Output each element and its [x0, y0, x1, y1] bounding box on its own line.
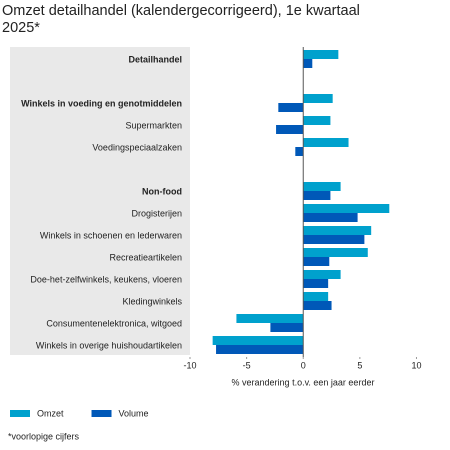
bar	[236, 314, 304, 323]
category-label: Winkels in overige huishoudartikelen	[36, 340, 182, 350]
category-label: Kledingwinkels	[122, 296, 182, 306]
bar	[303, 292, 329, 301]
x-tick-label: -10	[183, 360, 196, 370]
bar	[216, 345, 304, 354]
category-label: Consumentenelektronica, witgoed	[46, 318, 182, 328]
bar	[303, 191, 331, 200]
x-tick-label: 0	[301, 360, 306, 370]
bar	[303, 257, 330, 266]
x-tick-label: 10	[411, 360, 421, 370]
category-label: Detailhandel	[128, 54, 182, 64]
bar	[303, 270, 341, 279]
bar	[303, 279, 329, 288]
legend-swatch	[10, 410, 30, 417]
category-label: Supermarkten	[125, 120, 182, 130]
label-panel	[10, 47, 190, 355]
bar	[276, 125, 304, 134]
category-label: Non-food	[142, 186, 182, 196]
bar	[303, 204, 390, 213]
category-label: Drogisterijen	[131, 208, 182, 218]
legend-label: Omzet	[37, 408, 64, 418]
footnote: *voorlopige cijfers	[8, 431, 80, 441]
category-label: Winkels in voeding en genotmiddelen	[21, 98, 182, 108]
bar	[303, 213, 358, 222]
bar	[303, 94, 333, 103]
x-tick-label: 5	[357, 360, 362, 370]
category-label: Voedingspeciaalzaken	[92, 142, 182, 152]
bar	[303, 226, 372, 235]
x-tick-label: -5	[243, 360, 251, 370]
bar	[303, 182, 341, 191]
bar	[270, 323, 304, 332]
bar	[295, 147, 304, 156]
bar	[303, 59, 313, 68]
bar	[303, 138, 349, 147]
category-label: Recreatieartikelen	[109, 252, 182, 262]
category-label: Winkels in schoenen en lederwaren	[40, 230, 182, 240]
chart-title: Omzet detailhandel (kalendergecorrigeerd…	[2, 3, 360, 36]
legend-swatch	[91, 410, 112, 417]
legend-label: Volume	[119, 408, 149, 418]
bar	[278, 103, 304, 112]
bar	[303, 301, 332, 310]
bar	[303, 116, 331, 125]
x-axis-label: % verandering t.o.v. een jaar eerder	[232, 377, 375, 387]
bar	[303, 248, 368, 257]
bar	[303, 235, 365, 244]
bar	[303, 50, 339, 59]
category-label: Doe-het-zelfwinkels, keukens, vloeren	[30, 274, 182, 284]
bar	[212, 336, 304, 345]
